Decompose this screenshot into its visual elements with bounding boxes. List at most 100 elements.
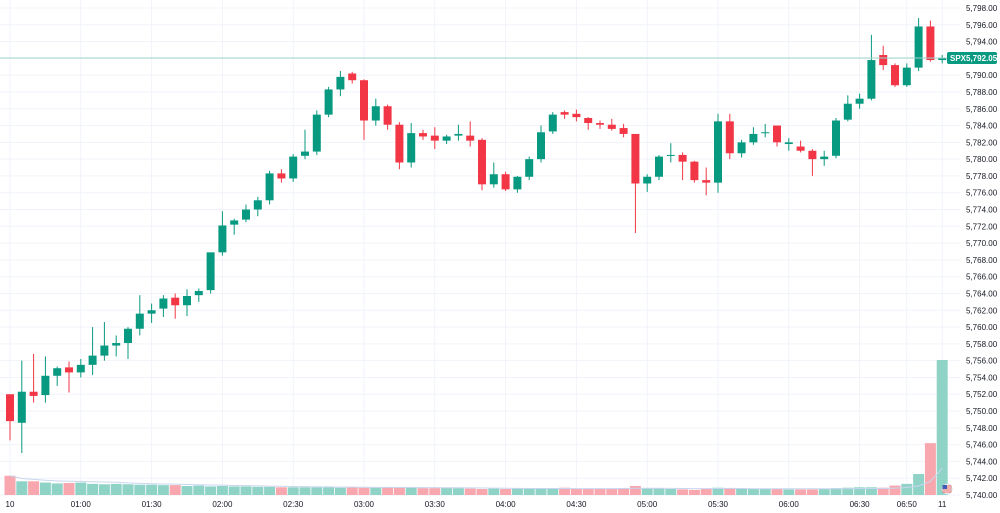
- candle-body: [371, 106, 380, 121]
- candle-body: [702, 180, 711, 183]
- candle-body: [714, 121, 722, 183]
- candle: [265, 170, 274, 205]
- candle: [773, 125, 781, 147]
- candle: [548, 112, 557, 134]
- y-tick-label: 5,786.00: [966, 105, 998, 114]
- y-tick-label: 5,758.00: [966, 340, 998, 349]
- volume-bar: [75, 482, 87, 495]
- y-tick-label: 5,766.00: [966, 273, 998, 282]
- volume-bar: [275, 487, 287, 495]
- candle-body: [796, 146, 805, 151]
- time-axis[interactable]: 10 01:00 01:30 02:00 02:30 03:00 03:30 04:00 04:…: [6, 500, 947, 509]
- candle-body: [902, 67, 911, 86]
- candle: [407, 123, 416, 168]
- candle: [324, 86, 333, 118]
- y-tick-label: 5,782.00: [966, 138, 998, 147]
- candle: [749, 127, 758, 145]
- candle-body: [560, 112, 569, 115]
- candle-body: [489, 174, 498, 185]
- candle: [631, 133, 640, 234]
- y-tick-label: 5,750.00: [966, 407, 998, 416]
- us-flag-icon[interactable]: [941, 483, 953, 495]
- candle-body: [938, 57, 947, 61]
- candle: [478, 138, 486, 191]
- candle-body: [301, 151, 309, 156]
- candle: [678, 152, 687, 181]
- volume-bar: [264, 486, 276, 495]
- x-tick-label: 02:30: [283, 500, 304, 509]
- volume-bar: [193, 485, 205, 495]
- volume-bar: [157, 485, 169, 495]
- volume-bar: [511, 488, 523, 495]
- candle-body: [784, 142, 793, 145]
- volume-bar: [205, 486, 217, 495]
- candle: [702, 167, 711, 196]
- candle-body: [926, 26, 935, 61]
- candle-body: [690, 161, 699, 181]
- volume-bar: [924, 443, 936, 495]
- candle: [147, 303, 156, 323]
- volume-bar: [311, 487, 323, 495]
- candle: [253, 196, 262, 217]
- volume-bar: [618, 488, 630, 495]
- candle: [690, 160, 699, 183]
- candle-body: [100, 345, 109, 356]
- x-tick-label: 06:30: [850, 500, 871, 509]
- candle-body: [53, 368, 62, 376]
- volume-bar: [441, 487, 453, 495]
- y-tick-label: 5,754.00: [966, 373, 998, 382]
- candle: [230, 218, 239, 235]
- candle: [914, 18, 923, 71]
- candle: [843, 95, 852, 122]
- y-tick-label: 5,780.00: [966, 155, 998, 164]
- candle-body: [478, 139, 486, 185]
- x-tick-label: 06:00: [779, 500, 800, 509]
- candle: [537, 125, 545, 163]
- candle-body: [678, 154, 687, 162]
- volume-bar: [629, 486, 641, 495]
- volume-bar: [334, 487, 346, 495]
- candle: [159, 295, 168, 317]
- candle-body: [230, 220, 239, 225]
- volume-bar: [488, 488, 500, 495]
- volume-bar: [759, 488, 771, 495]
- volume-bar: [358, 487, 370, 495]
- volume-bar: [287, 487, 299, 495]
- price-axis[interactable]: 5,798.005,796.005,794.005,792.005,790.00…: [966, 4, 998, 500]
- volume-bar: [783, 489, 795, 495]
- volume-bar: [240, 486, 252, 495]
- candle: [76, 358, 85, 378]
- candle: [619, 123, 628, 138]
- candle-body: [395, 124, 404, 163]
- y-tick-label: 5,760.00: [966, 323, 998, 332]
- candle: [855, 93, 864, 109]
- volume-bar: [476, 489, 488, 495]
- candle-body: [867, 60, 876, 99]
- candle: [135, 295, 144, 336]
- candle-body: [655, 156, 663, 177]
- y-tick-label: 5,740.00: [966, 491, 998, 500]
- candle: [277, 169, 286, 183]
- volume-bars: [4, 360, 948, 495]
- candle: [737, 139, 746, 158]
- x-tick-label: 03:00: [354, 500, 375, 509]
- candles: [6, 18, 947, 454]
- volume-bar: [771, 489, 783, 495]
- volume-bar: [854, 487, 866, 495]
- y-tick-label: 5,774.00: [966, 206, 998, 215]
- y-tick-label: 5,748.00: [966, 424, 998, 433]
- candle: [926, 20, 935, 62]
- candle-body: [265, 173, 274, 201]
- candle-body: [277, 173, 286, 179]
- candle: [183, 289, 191, 317]
- candle-body: [501, 174, 510, 190]
- y-tick-label: 5,764.00: [966, 289, 998, 298]
- volume-bar: [87, 483, 99, 495]
- volume-bar: [228, 486, 240, 495]
- volume-bar: [594, 489, 606, 495]
- x-tick-label: 04:30: [566, 500, 587, 509]
- volume-bar: [688, 489, 700, 495]
- volume-bar: [51, 483, 63, 495]
